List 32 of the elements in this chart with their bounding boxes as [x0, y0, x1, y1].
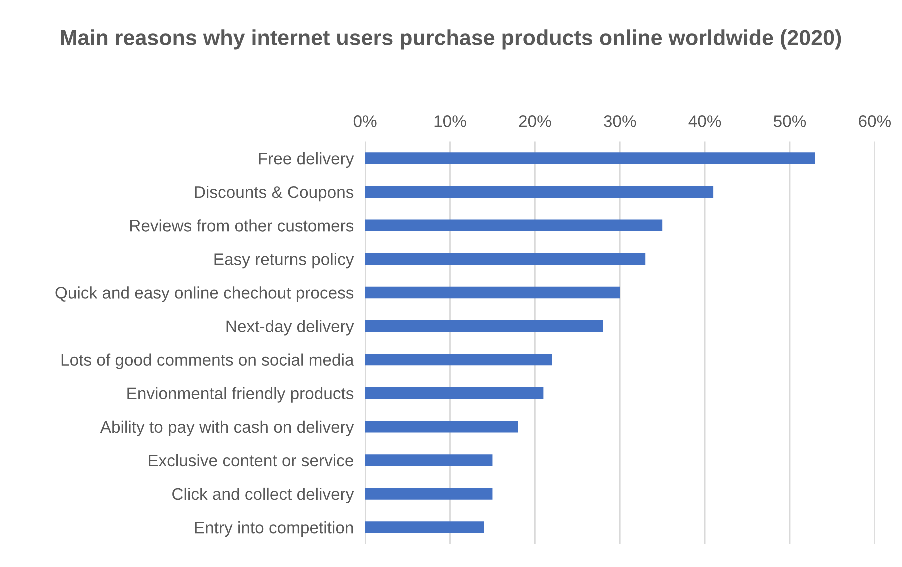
bar	[365, 488, 493, 500]
x-tick-label: 60%	[859, 116, 892, 128]
y-tick-label: Free delivery	[259, 152, 354, 168]
y-tick-label: Ability to pay with cash on delivery	[100, 420, 354, 436]
x-tick-label: 40%	[688, 116, 722, 128]
bar	[365, 454, 493, 466]
y-tick-label: Reviews from other customers	[130, 220, 354, 232]
y-tick-label: Quick and easy online chechout process	[56, 286, 354, 302]
y-tick-label: Entry into competition	[195, 522, 354, 538]
y-tick-label: Exclusive content or service	[149, 454, 354, 467]
y-tick-label: Click and collect delivery	[172, 488, 354, 504]
bar	[365, 354, 552, 366]
bar	[365, 387, 544, 400]
bar	[365, 220, 663, 232]
bar	[365, 186, 714, 198]
x-tick-label: 20%	[519, 116, 552, 128]
x-tick-label: 10%	[434, 116, 466, 128]
bar	[365, 253, 646, 266]
y-tick-label: Easy returns policy	[214, 253, 354, 269]
bar	[365, 286, 620, 299]
y-tick-label: Envionmental friendly products	[128, 387, 354, 403]
y-tick-label: Next-day delivery	[226, 320, 354, 336]
x-tick-label: 50%	[774, 116, 806, 128]
bar	[365, 421, 518, 433]
bar	[365, 522, 484, 534]
x-tick-label: 0%	[354, 116, 377, 128]
y-tick-label: Lots of good comments on social media	[62, 354, 354, 370]
x-tick-label: 30%	[604, 116, 636, 128]
bar	[365, 320, 604, 332]
bar	[365, 152, 816, 164]
y-tick-label: Discounts & Coupons	[195, 186, 354, 202]
chart-title: Main reasons why internet users purchase products online worldwide (2020)	[61, 30, 842, 50]
